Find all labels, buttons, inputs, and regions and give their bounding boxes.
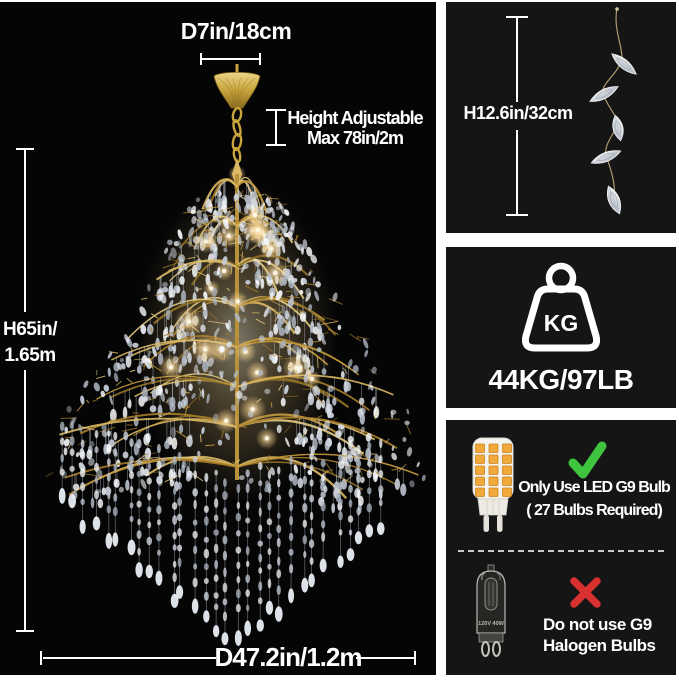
led-instruction-line2: ( 27 Bulbs Required): [526, 502, 663, 519]
height-adjustable-label: Height Adjustable Max 78in/2m: [284, 108, 426, 148]
fixture-height-line2: 1.65m: [4, 345, 56, 366]
dim-line: [516, 130, 518, 214]
halogen-warning-line2: Halogen Bulbs: [543, 636, 656, 655]
dim-line: [24, 370, 26, 630]
height-adjustable-line2: Max 78in/2m: [306, 128, 404, 148]
dim-line: [43, 657, 216, 659]
dim-tick: [40, 651, 42, 665]
dim-line: [24, 150, 26, 312]
led-instruction-line1: Only Use LED G9 Bulb: [518, 479, 671, 496]
halogen-warning-line1: Do not use G9: [543, 615, 652, 634]
dim-cap: [506, 214, 528, 216]
check-icon: [568, 441, 607, 479]
halogen-bulb-marking: 120V 40W: [478, 621, 504, 627]
dim-cap: [506, 16, 528, 18]
bottom-diameter-label: D47.2in/1.2m: [214, 642, 363, 672]
weight-panel: KG 44KG/97LB: [446, 247, 676, 408]
crystal-strand-photo: [589, 7, 637, 215]
dim-line: [356, 657, 414, 659]
kg-icon-label: KG: [544, 310, 579, 336]
dim-tick: [259, 53, 261, 65]
weight-value: 44KG/97LB: [488, 364, 634, 395]
halogen-g9-bulb-icon: 120V 40W: [476, 564, 506, 657]
bulb-guidance-panel: 120V 40W Only Use LED G9 Bulb ( 27 Bulbs…: [446, 420, 676, 675]
fixture-height-line1: H65in/: [2, 319, 58, 340]
dim-cap: [16, 148, 34, 150]
bulb-icons: 120V 40W: [472, 437, 607, 657]
strand-height-label: H12.6in/32cm: [463, 103, 573, 123]
crystal-strand-panel: H12.6in/32cm: [446, 2, 676, 233]
dashed-divider: [458, 550, 664, 552]
dim-line: [275, 109, 277, 146]
dim-cap: [266, 144, 286, 146]
led-g9-bulb-icon: [472, 437, 514, 532]
chandelier-photo: D7in/18cm Height Adjustable Max 78in/2m …: [0, 2, 436, 675]
dim-cap: [16, 630, 34, 632]
top-diameter-label: D7in/18cm: [180, 18, 292, 44]
height-adjustable-line1: Height Adjustable: [287, 108, 423, 128]
weight-kg-icon: KG: [521, 262, 601, 352]
dim-tick: [414, 651, 416, 665]
dim-line: [516, 18, 518, 102]
cross-icon: [570, 577, 601, 608]
fixture-height-label: H65in/ 1.65m: [2, 317, 58, 369]
chandelier-illustration: [45, 64, 426, 646]
dim-line: [201, 58, 261, 60]
